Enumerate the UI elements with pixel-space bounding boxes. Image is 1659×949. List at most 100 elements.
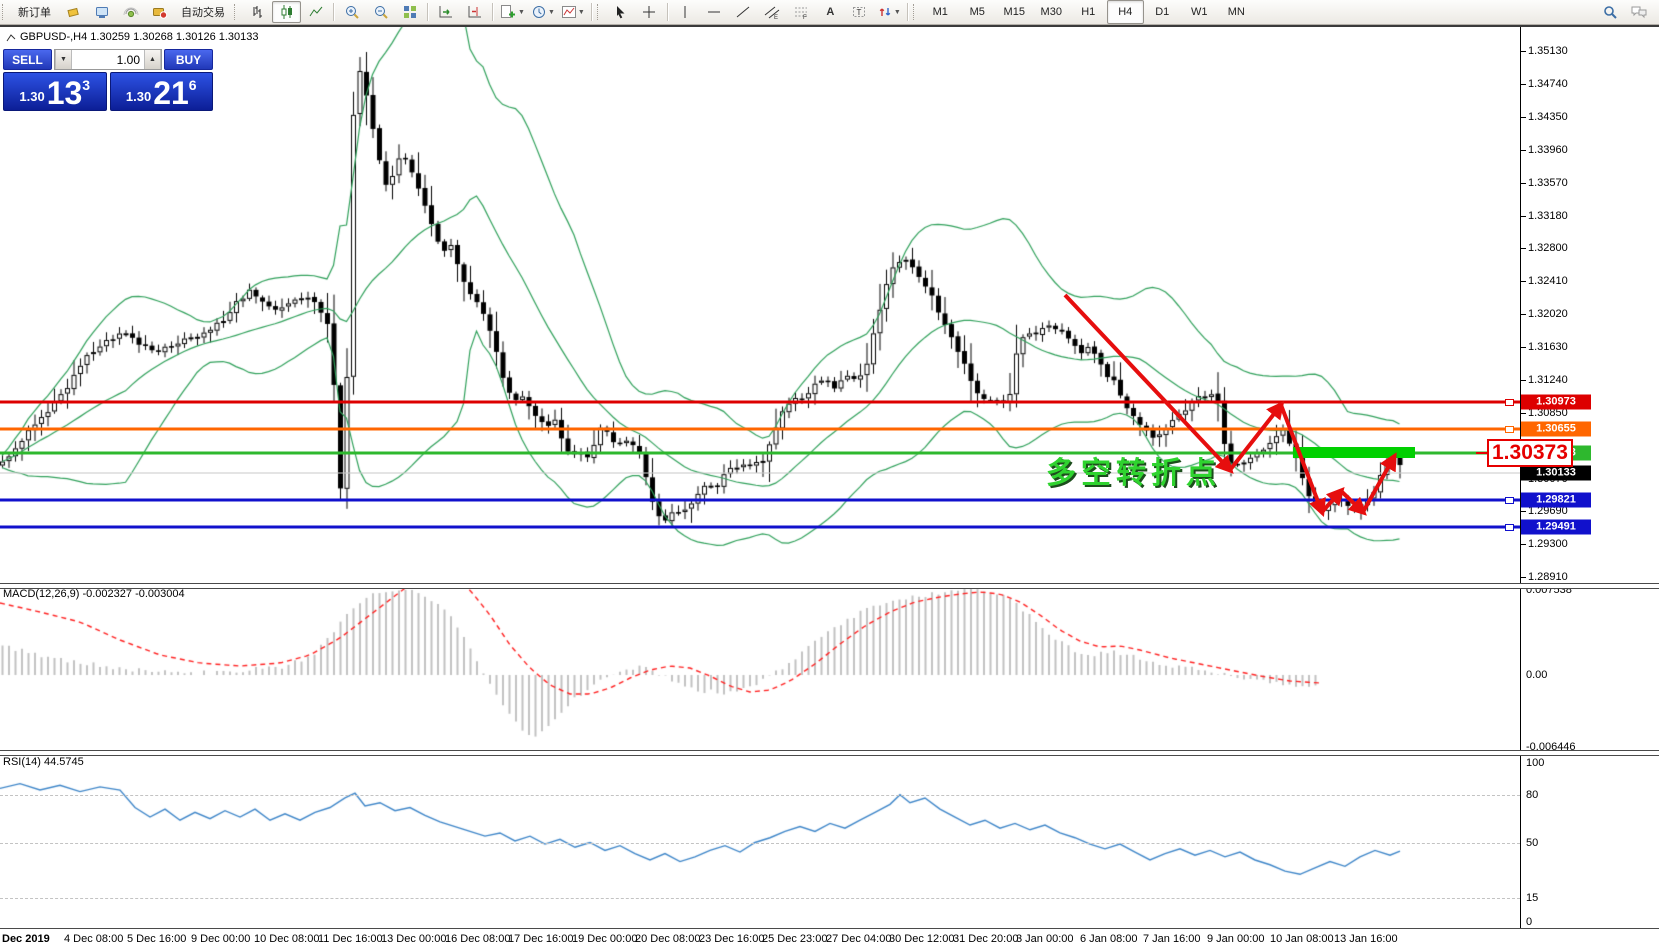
price-tag-annotation[interactable]: 1.30373 <box>1487 439 1573 467</box>
support-line-1[interactable] <box>0 496 1520 504</box>
timeframe-d1-button[interactable]: D1 <box>1155 6 1170 18</box>
timeframe-m5-button[interactable]: M5 <box>969 6 985 18</box>
support-line-2[interactable] <box>0 523 1520 531</box>
price-axis-label: 1.32800 <box>1521 242 1568 254</box>
timeframe-h1-button[interactable]: H1 <box>1081 6 1096 18</box>
timeframe-w1-button[interactable]: W1 <box>1191 6 1208 18</box>
timeframe-h4-button[interactable]: H4 <box>1106 0 1144 24</box>
text-label-button[interactable]: T <box>845 1 874 23</box>
buy-price-pips: 21 <box>153 75 189 111</box>
rsi-axis-label: 50 <box>1526 837 1539 849</box>
line-handle[interactable] <box>1505 523 1514 531</box>
text-tool-button[interactable]: A <box>826 6 835 18</box>
time-axis-label: 10 Jan 08:00 <box>1270 933 1334 945</box>
horizontal-line-button[interactable] <box>700 1 729 23</box>
price-axis-label: 1.28910 <box>1521 571 1568 583</box>
signals-icon[interactable] <box>116 1 145 23</box>
new-order-button[interactable]: 新订单 <box>18 7 51 19</box>
line-handle[interactable] <box>1505 425 1514 433</box>
channel-button[interactable]: E <box>758 1 787 23</box>
timeframe-m1-button[interactable]: M1 <box>932 6 948 18</box>
chevron-down-icon: ▼ <box>547 8 555 16</box>
time-axis-label: 30 Dec 12:00 <box>889 933 955 945</box>
arrows-button[interactable]: ▼ <box>874 1 904 23</box>
svg-text:T: T <box>857 8 862 17</box>
pivot-line[interactable] <box>0 449 1520 457</box>
crosshair-button[interactable] <box>635 1 664 23</box>
buy-price-display[interactable]: 1.30 21 6 <box>109 72 213 111</box>
resistance-line-1[interactable] <box>0 398 1520 406</box>
cursor-button[interactable] <box>606 1 635 23</box>
timeframe-m15-button[interactable]: M15 <box>1003 6 1025 18</box>
highlight-zone-bar[interactable] <box>1293 447 1415 458</box>
fibonacci-button[interactable]: F <box>787 1 816 23</box>
zoom-in-button[interactable] <box>337 1 366 23</box>
candlestick-button[interactable] <box>272 1 301 23</box>
buy-price-point: 6 <box>188 77 197 93</box>
auto-trading-button[interactable]: 自动交易 <box>181 7 225 19</box>
tile-windows-button[interactable] <box>395 1 424 23</box>
templates-button[interactable]: ▼ <box>558 1 588 23</box>
search-icon[interactable] <box>1595 1 1624 23</box>
turning-point-annotation[interactable]: 多空转折点 <box>1046 457 1221 490</box>
price-axis-label: 1.32410 <box>1521 275 1568 287</box>
line-chart-button[interactable] <box>301 1 330 23</box>
toolbar-grip <box>912 4 919 20</box>
rsi-gridline-80 <box>0 795 1520 796</box>
time-axis-label: 3 Jan 00:00 <box>1016 933 1074 945</box>
price-axis-label: 1.33570 <box>1521 177 1568 189</box>
chat-icon[interactable] <box>1624 1 1653 23</box>
buy-button[interactable]: BUY <box>164 49 213 70</box>
autotrading-icon[interactable] <box>145 1 174 23</box>
volume-increase-button[interactable]: ▲ <box>144 50 161 69</box>
time-axis-label: 23 Dec 16:00 <box>699 933 765 945</box>
timeframe-m30-button[interactable]: M30 <box>1040 6 1062 18</box>
time-axis-label: 13 Jan 16:00 <box>1334 933 1398 945</box>
macd-indicator-pane[interactable] <box>0 587 1520 750</box>
symbol-header: GBPUSD-,H4 1.30259 1.30268 1.30126 1.301… <box>6 31 259 43</box>
price-tag-support-1: 1.29821 <box>1521 492 1591 508</box>
volume-input[interactable]: 1.00 <box>116 53 140 67</box>
resistance-line-2[interactable] <box>0 425 1520 433</box>
price-axis-label: 1.31630 <box>1521 341 1568 353</box>
svg-text:E: E <box>774 15 778 20</box>
sell-price-pips: 13 <box>46 75 83 111</box>
main-toolbar: 新订单 自动交易 ▼ ▼ ▼ E F A T ▼ M1 M5 M15 M30 H… <box>0 0 1659 25</box>
price-axis-label: 1.35130 <box>1521 45 1568 57</box>
main-price-chart[interactable] <box>0 26 1520 583</box>
time-axis-label: 11 Dec 16:00 <box>318 933 383 945</box>
price-axis-label: 1.31240 <box>1521 374 1568 386</box>
price-axis-label: 1.29300 <box>1521 538 1568 550</box>
rsi-indicator-pane[interactable] <box>0 754 1520 928</box>
price-tag-connector <box>1476 452 1487 454</box>
price-axis-label: 1.33180 <box>1521 210 1568 222</box>
line-handle[interactable] <box>1505 496 1514 504</box>
volume-decrease-button[interactable]: ▼ <box>55 50 72 69</box>
line-handle[interactable] <box>1505 398 1514 406</box>
svg-text:F: F <box>803 15 807 20</box>
rsi-axis-label: 15 <box>1526 892 1539 904</box>
time-axis-label: 9 Dec 00:00 <box>191 933 251 945</box>
time-axis-label: 13 Dec 00:00 <box>381 933 447 945</box>
timeframe-mn-button[interactable]: MN <box>1227 6 1245 18</box>
symbol-tick-icon <box>6 34 16 42</box>
periods-button[interactable]: ▼ <box>528 1 558 23</box>
rsi-label: RSI(14) 44.5745 <box>3 756 84 768</box>
time-axis-label: 27 Dec 04:00 <box>826 933 892 945</box>
trendline-button[interactable] <box>729 1 758 23</box>
time-axis-label: Dec 2019 <box>2 933 50 945</box>
vertical-line-button[interactable] <box>671 1 700 23</box>
sell-button[interactable]: SELL <box>3 49 52 70</box>
bar-chart-button[interactable] <box>243 1 272 23</box>
auto-scroll-button[interactable] <box>431 1 460 23</box>
zoom-out-button[interactable] <box>366 1 395 23</box>
terminal-icon[interactable] <box>87 1 116 23</box>
metaeditor-icon[interactable] <box>58 1 87 23</box>
indicators-button[interactable]: ▼ <box>496 1 528 23</box>
price-axis-label: 1.32020 <box>1521 308 1568 320</box>
time-axis-label: 17 Dec 16:00 <box>508 933 574 945</box>
pane-separator[interactable] <box>0 583 1659 589</box>
sell-price-display[interactable]: 1.30 13 3 <box>3 72 107 111</box>
chart-shift-button[interactable] <box>460 1 489 23</box>
pane-separator[interactable] <box>0 750 1659 756</box>
